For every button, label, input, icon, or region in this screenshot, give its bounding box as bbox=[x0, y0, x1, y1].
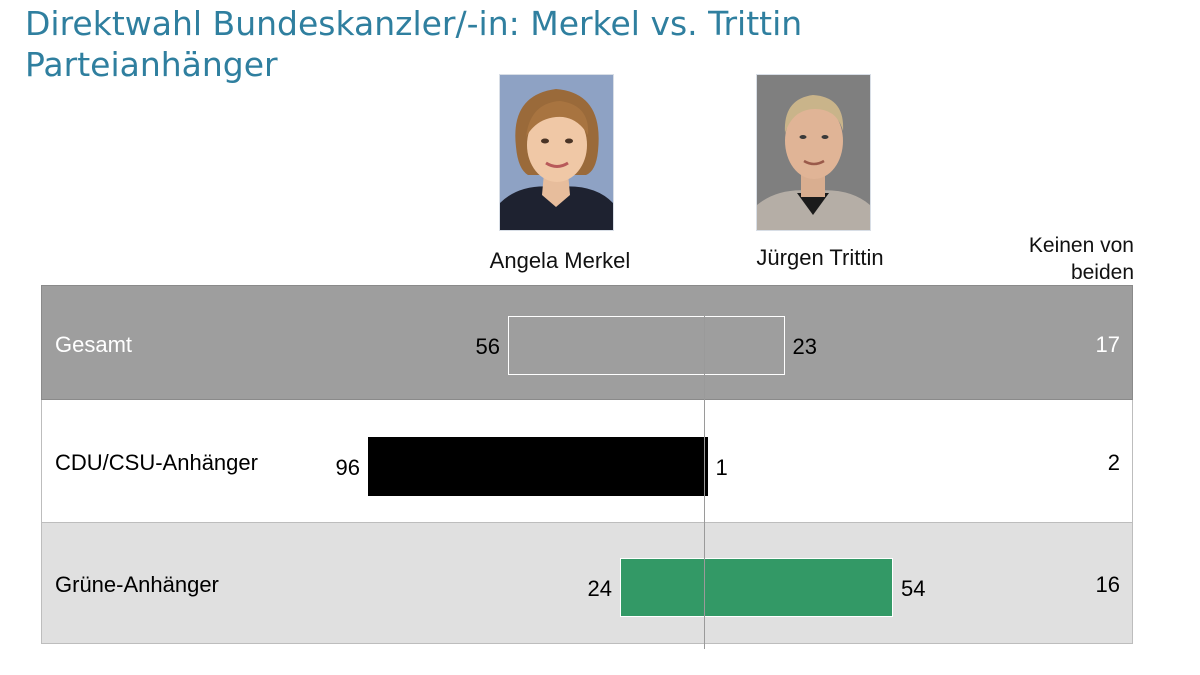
trittin-value-gruene: 54 bbox=[901, 576, 926, 601]
merkel-value-gruene: 24 bbox=[587, 576, 612, 601]
bar-merkel-gesamt bbox=[508, 316, 704, 375]
bar-merkel-gruene bbox=[620, 558, 704, 617]
chart-subtitle: Parteianhänger bbox=[25, 45, 278, 84]
row-label-gruene: Grüne-Anhänger bbox=[55, 572, 219, 597]
none-column-label-line2: beiden bbox=[1070, 261, 1134, 284]
chart-title: Direktwahl Bundeskanzler/-in: Merkel vs.… bbox=[25, 4, 803, 43]
bar-trittin-cdu bbox=[704, 437, 708, 496]
row-label-gesamt: Gesamt bbox=[55, 332, 133, 357]
merkel-value-gesamt: 56 bbox=[475, 334, 500, 359]
none-column-label: Keinen von beiden bbox=[1029, 232, 1134, 286]
merkel-value-cdu: 96 bbox=[335, 455, 360, 480]
trittin-portrait bbox=[756, 74, 871, 231]
none-value-gesamt: 17 bbox=[1095, 332, 1120, 357]
none-column-label-line1: Keinen von bbox=[1028, 234, 1134, 257]
none-value-gruene: 16 bbox=[1095, 572, 1120, 597]
row-gruene: Grüne-Anhänger 16 bbox=[41, 522, 1133, 644]
none-value-cdu: 2 bbox=[1107, 450, 1120, 475]
merkel-column-label: Angela Merkel bbox=[489, 248, 631, 273]
trittin-column-label: Jürgen Trittin bbox=[756, 245, 884, 270]
bar-trittin-gesamt bbox=[704, 316, 785, 375]
bar-merkel-cdu bbox=[368, 437, 704, 496]
trittin-value-gesamt: 23 bbox=[792, 334, 817, 359]
row-label-cdu: CDU/CSU-Anhänger bbox=[55, 450, 258, 475]
merkel-portrait bbox=[499, 74, 614, 231]
bar-trittin-gruene bbox=[704, 558, 893, 617]
trittin-value-cdu: 1 bbox=[715, 455, 728, 480]
center-axis-line bbox=[704, 316, 705, 649]
